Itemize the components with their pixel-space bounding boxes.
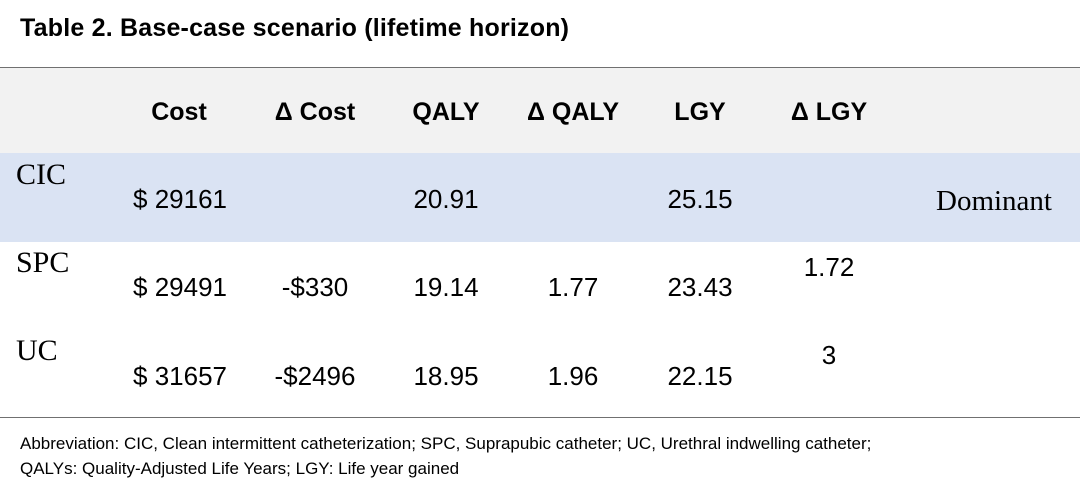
footnote-abbreviations: Abbreviation: CIC, Clean intermittent ca… <box>20 434 872 453</box>
col-header-delta-qaly: Δ QALY <box>526 98 620 126</box>
bottom-rule <box>0 417 1080 418</box>
spc-lgy: 23.43 <box>667 272 733 302</box>
table-title: Table 2. Base-case scenario (lifetime ho… <box>20 14 570 42</box>
cic-cost: $ 29161 <box>133 184 227 214</box>
cic-dominant-note: Dominant <box>936 185 1052 217</box>
uc-delta-cost: -$2496 <box>274 361 356 391</box>
uc-lgy: 22.15 <box>667 361 733 391</box>
header-row <box>0 68 1080 153</box>
col-header-qaly: QALY <box>412 98 480 126</box>
row-label-cic: CIC <box>16 158 67 191</box>
uc-delta-qaly: 1.96 <box>547 361 599 391</box>
spc-delta-cost: -$330 <box>281 272 349 302</box>
row-label-uc: UC <box>16 334 58 367</box>
footnote-definitions: QALYs: Quality-Adjusted Life Years; LGY:… <box>20 459 460 478</box>
table-row-cic-highlight <box>0 153 1080 242</box>
spc-delta-lgy: 1.72 <box>803 252 855 282</box>
col-header-cost: Cost <box>151 98 207 126</box>
col-header-lgy: LGY <box>674 98 726 126</box>
spc-qaly: 19.14 <box>413 272 479 302</box>
cic-lgy: 25.15 <box>667 184 733 214</box>
top-rule <box>0 67 1080 68</box>
spc-cost: $ 29491 <box>133 272 227 302</box>
spc-delta-qaly: 1.77 <box>547 272 599 302</box>
uc-delta-lgy: 3 <box>821 340 837 370</box>
col-header-delta-cost: Δ Cost <box>274 98 356 126</box>
uc-qaly: 18.95 <box>413 361 479 391</box>
footnote: Abbreviation: CIC, Clean intermittent ca… <box>20 431 1070 481</box>
uc-cost: $ 31657 <box>133 361 227 391</box>
cic-qaly: 20.91 <box>413 184 479 214</box>
col-header-delta-lgy: Δ LGY <box>790 98 868 126</box>
row-label-spc: SPC <box>16 246 70 279</box>
